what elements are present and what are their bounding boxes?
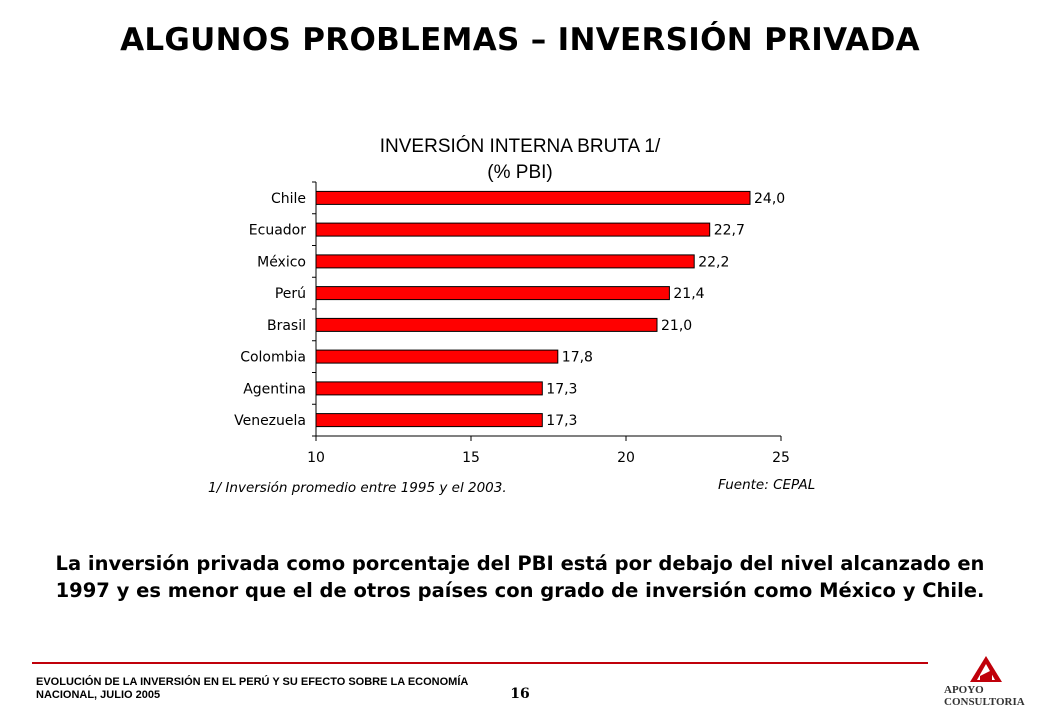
bar-2 — [315, 254, 695, 269]
data-label: 24,0 — [754, 191, 785, 207]
footer-text: EVOLUCIÓN DE LA INVERSIÓN EN EL PERÚ Y S… — [36, 676, 468, 701]
bar-4 — [315, 317, 658, 332]
axes-layer: 10 15 20 25 — [307, 181, 790, 466]
apoyo-logo-text: APOYO CONSULTORIA — [944, 684, 1032, 708]
category-label: Ecuador — [249, 223, 306, 239]
bar-1 — [315, 222, 711, 237]
slide-title: ALGUNOS PROBLEMAS – INVERSIÓN PRIVADA — [120, 22, 920, 58]
conclusion-text: La inversión privada como porcentaje del… — [55, 552, 985, 602]
bars-layer: Chile 24,0 Ecuador 22,7 México 22,2 Perú 21,4 Br… — [234, 190, 785, 429]
data-label: 21,0 — [661, 318, 692, 334]
logo-line-1: APOYO — [944, 684, 984, 696]
category-label: Brasil — [267, 318, 306, 334]
x-tick-label: 20 — [617, 450, 635, 466]
category-label: México — [257, 254, 306, 270]
data-label: 22,2 — [698, 254, 729, 270]
chart-subtitle: (% PBI) — [487, 162, 552, 183]
data-label: 22,7 — [714, 223, 745, 239]
data-label: 17,8 — [562, 350, 593, 366]
bar-chart: INVERSIÓN INTERNA BRUTA 1/ (% PBI) Chile… — [208, 135, 815, 496]
category-label: Agentina — [243, 381, 306, 397]
category-label: Colombia — [240, 350, 306, 366]
bar-5 — [315, 349, 559, 364]
x-tick-label: 10 — [307, 450, 325, 466]
bar-7 — [315, 413, 543, 428]
bar-3 — [315, 286, 670, 301]
data-label: 21,4 — [673, 286, 704, 302]
apoyo-logo: APOYO CONSULTORIA — [936, 654, 1032, 714]
chart-title: INVERSIÓN INTERNA BRUTA 1/ — [380, 135, 661, 157]
footer-divider — [32, 662, 928, 664]
x-tick-label: 25 — [772, 450, 790, 466]
x-tick-label: 15 — [462, 450, 480, 466]
chart-footnote: 1/ Inversión promedio entre 1995 y el 20… — [208, 480, 507, 496]
logo-line-2: CONSULTORIA — [944, 696, 1025, 708]
bar-6 — [315, 381, 543, 396]
data-label: 17,3 — [546, 381, 577, 397]
bar-0 — [315, 190, 751, 205]
page-number: 16 — [510, 686, 530, 702]
chart-source: Fuente: CEPAL — [718, 477, 815, 493]
category-label: Perú — [275, 286, 306, 302]
apoyo-logo-mark-icon — [970, 656, 1002, 682]
category-label: Chile — [271, 191, 306, 207]
category-label: Venezuela — [234, 413, 306, 429]
data-label: 17,3 — [546, 413, 577, 429]
